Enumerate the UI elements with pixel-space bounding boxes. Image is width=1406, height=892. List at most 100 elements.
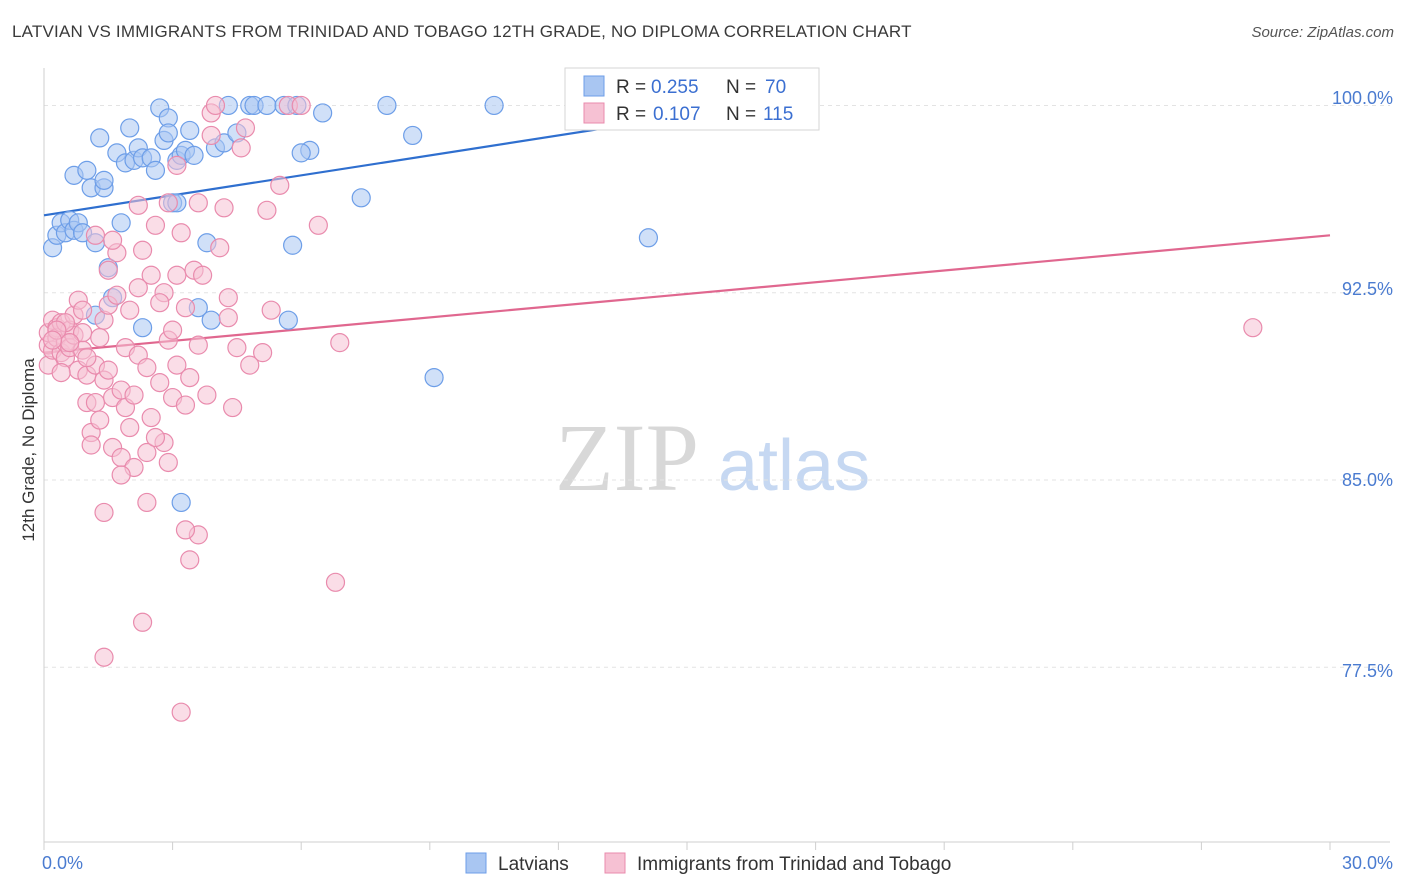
- point-series1-110: [42, 330, 63, 350]
- series-legend-trinidad: Immigrants from Trinidad and Tobago: [637, 854, 951, 875]
- point-series0-47: [403, 125, 423, 146]
- point-series1-111: [98, 360, 118, 380]
- point-series1-46: [137, 358, 157, 378]
- point-series1-39: [120, 417, 140, 438]
- legend-n-value-1: 70: [765, 77, 786, 98]
- point-series1-77: [257, 200, 277, 220]
- point-series1-83: [330, 333, 350, 353]
- point-series0-43: [291, 143, 311, 163]
- trend-lines: [43, 114, 1331, 354]
- point-series1-44: [128, 278, 148, 298]
- point-series1-25: [90, 410, 110, 430]
- point-series0-61: [111, 213, 131, 233]
- series-legend-swatch-latvians: [465, 852, 487, 874]
- legend-n-label-2: N =: [726, 104, 756, 125]
- point-series1-70: [210, 238, 230, 258]
- point-series1-109: [51, 363, 71, 383]
- point-series1-81: [291, 95, 311, 116]
- point-series1-40: [120, 300, 140, 320]
- point-series1-74: [227, 338, 247, 358]
- point-series0-44: [283, 235, 303, 255]
- point-series1-66: [193, 265, 213, 285]
- point-series1-72: [218, 308, 238, 328]
- watermark-zip: ZIP: [555, 404, 699, 511]
- point-series0-21: [145, 160, 166, 180]
- y-tick-92-5: 92.5%: [1342, 279, 1393, 299]
- point-series1-89: [94, 647, 114, 667]
- point-series0-16: [120, 118, 140, 138]
- point-series0-57: [201, 310, 221, 330]
- point-series1-102: [128, 195, 148, 215]
- point-series1-97: [150, 293, 170, 313]
- legend-n-label-1: N =: [726, 77, 756, 98]
- point-series1-51: [150, 372, 170, 393]
- trend-line-series0: [43, 114, 688, 217]
- point-series1-65: [188, 335, 208, 355]
- point-series1-100: [201, 125, 221, 146]
- point-series1-71: [214, 198, 234, 218]
- point-series1-103: [85, 225, 106, 245]
- point-series1-48: [141, 265, 161, 285]
- point-series1-61: [175, 395, 196, 415]
- point-series0-55: [132, 318, 153, 338]
- point-series1-75: [231, 138, 251, 158]
- x-tick-min: 0.0%: [42, 853, 83, 873]
- point-series1-104: [145, 427, 166, 448]
- point-series1-59: [171, 223, 191, 243]
- stats-legend: R = 0.255 N = 70 R = 0.107 N = 115: [564, 67, 820, 131]
- point-series0-42: [313, 103, 333, 123]
- point-series1-22: [81, 435, 101, 455]
- watermark-atlas: atlas: [718, 426, 870, 506]
- point-series1-67: [197, 385, 217, 405]
- point-series0-13: [90, 128, 110, 148]
- point-series1-30: [98, 260, 118, 280]
- point-series1-69: [205, 95, 226, 116]
- point-series0-38: [257, 95, 277, 116]
- gridlines: [44, 104, 1390, 668]
- stats-legend-box: [564, 67, 820, 131]
- chart-source: Source: ZipAtlas.com: [1251, 24, 1394, 41]
- point-series1-96: [102, 230, 123, 250]
- point-series1-47: [137, 442, 157, 463]
- point-series1-62: [180, 368, 200, 388]
- chart-title: LATVIAN VS IMMIGRANTS FROM TRINIDAD AND …: [12, 22, 912, 41]
- point-series1-76: [240, 355, 260, 375]
- point-series1-107: [111, 465, 131, 485]
- point-series0-62: [158, 123, 178, 143]
- point-series1-55: [158, 452, 178, 473]
- point-series1-99: [235, 118, 256, 138]
- point-series0-58: [278, 310, 298, 330]
- point-series1-73: [223, 397, 243, 418]
- point-series0-50: [638, 228, 659, 248]
- legend-swatch-trinidad: [583, 102, 605, 124]
- point-series1-84: [94, 502, 114, 523]
- point-series0-45: [351, 188, 371, 208]
- point-series1-114: [253, 343, 273, 363]
- legend-swatch-latvians: [583, 75, 605, 97]
- legend-r-label-1: R =: [616, 77, 646, 98]
- legend-n-value-2: 115: [763, 104, 793, 125]
- point-series0-63: [180, 120, 200, 141]
- point-series1-82: [308, 215, 328, 235]
- y-tick-100: 100.0%: [1332, 88, 1393, 108]
- point-series1-95: [72, 323, 93, 343]
- point-series1-86: [180, 550, 200, 570]
- point-series1-26: [90, 328, 110, 348]
- point-series1-49: [141, 407, 161, 428]
- legend-r-label-2: R =: [616, 104, 646, 125]
- series-legend-swatch-trinidad: [604, 852, 626, 874]
- point-series1-108: [175, 520, 196, 540]
- point-series1-58: [167, 265, 187, 285]
- point-series0-30: [184, 145, 204, 165]
- series-legend-latvians: Latvians: [498, 854, 569, 875]
- point-series1-112: [158, 193, 178, 213]
- point-series0-60: [171, 492, 191, 513]
- point-series1-42: [124, 385, 144, 405]
- legend-r-value-1: 0.255: [651, 77, 699, 98]
- point-series1-101: [167, 155, 187, 175]
- x-tick-max: 30.0%: [1342, 853, 1393, 873]
- point-series1-106: [60, 333, 80, 353]
- point-series1-88: [132, 612, 153, 632]
- legend-r-value-2: 0.107: [653, 104, 701, 125]
